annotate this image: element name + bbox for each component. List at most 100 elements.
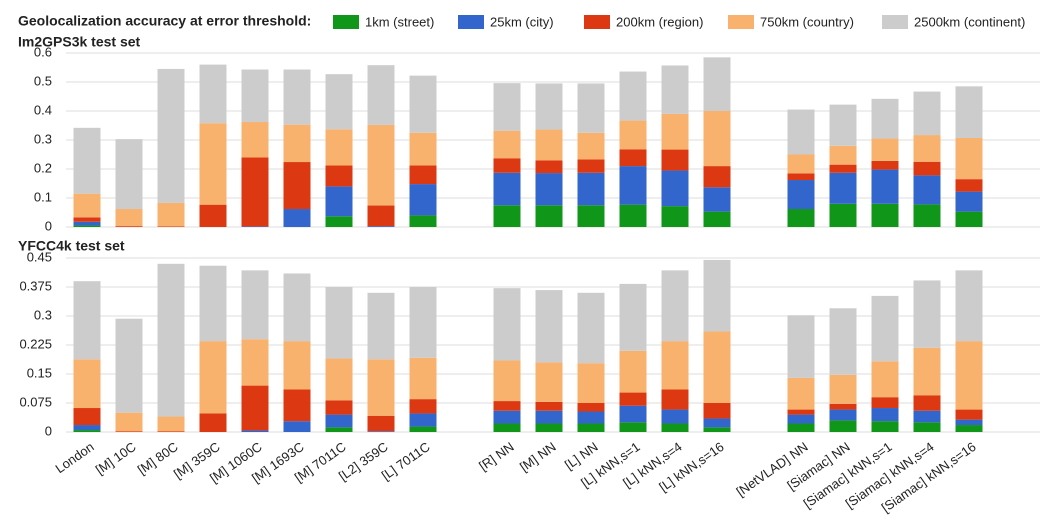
bar-segment <box>493 401 521 411</box>
bar-segment <box>871 295 899 362</box>
bar-segment <box>241 226 269 227</box>
legend-swatch <box>882 15 908 29</box>
bar-segment <box>955 409 983 420</box>
bar-segment <box>409 357 437 400</box>
bar-segment <box>703 111 731 167</box>
legend-swatch <box>728 15 754 29</box>
legend-label: 2500km (continent) <box>914 14 1025 29</box>
bar-segment <box>367 415 395 432</box>
y-tick-label: 0.4 <box>34 102 52 117</box>
bar-segment <box>829 203 857 227</box>
bar-segment <box>73 408 101 426</box>
bar-segment <box>409 184 437 216</box>
bar-segment <box>73 217 101 222</box>
bar-segment <box>493 288 521 361</box>
bar-segment <box>493 410 521 424</box>
bar-segment <box>283 209 311 227</box>
legend-label: 25km (city) <box>490 14 554 29</box>
legend-label: 1km (street) <box>365 14 434 29</box>
bar-segment <box>283 162 311 210</box>
bar-segment <box>73 193 101 218</box>
bar-segment <box>367 292 395 360</box>
bar-segment <box>703 57 731 111</box>
bar-segment <box>409 426 437 432</box>
bar-segment <box>619 422 647 432</box>
bar-segment <box>619 405 647 423</box>
bar-segment <box>535 205 563 227</box>
y-tick-label: 0.45 <box>27 249 52 264</box>
bar-segment <box>661 65 689 114</box>
bar-segment <box>955 425 983 432</box>
bar-segment <box>913 175 941 205</box>
bar-segment <box>829 374 857 404</box>
bar-segment <box>871 408 899 422</box>
bar-segment <box>535 401 563 411</box>
bar-segment <box>115 209 143 227</box>
bar-segment <box>115 431 143 432</box>
bar-segment <box>241 385 269 431</box>
bar-segment <box>577 403 605 412</box>
bar-segment <box>367 359 395 416</box>
bar-segment <box>661 113 689 150</box>
bar-segment <box>283 341 311 390</box>
bar-segment <box>871 160 899 170</box>
bar-segment <box>199 123 227 205</box>
bar-segment <box>577 411 605 424</box>
bar-segment <box>493 158 521 173</box>
legend-swatch <box>333 15 359 29</box>
y-tick-label: 0.225 <box>19 336 52 351</box>
bar-segment <box>199 341 227 414</box>
bar-segment <box>661 423 689 432</box>
bar-segment <box>241 339 269 386</box>
bar-segment <box>787 109 815 155</box>
y-tick-label: 0.3 <box>34 307 52 322</box>
bar-segment <box>325 216 353 227</box>
bar-segment <box>829 145 857 165</box>
bar-segment <box>619 392 647 406</box>
bar-segment <box>493 130 521 159</box>
bar-segment <box>409 287 437 358</box>
bar-segment <box>493 205 521 227</box>
x-tick-label: [NetVLAD] NN <box>733 439 810 499</box>
bar-segment <box>787 154 815 174</box>
bar-segment <box>661 170 689 207</box>
bar-segment <box>241 157 269 227</box>
bar-segment <box>409 399 437 414</box>
bar-segment <box>619 350 647 393</box>
bar-segment <box>913 422 941 432</box>
bar-segment <box>787 377 815 410</box>
bar-segment <box>367 65 395 125</box>
bar-segment <box>115 412 143 432</box>
bar-segment <box>661 206 689 227</box>
bar-segment <box>703 418 731 428</box>
bar-segment <box>493 360 521 402</box>
legend-swatch <box>458 15 484 29</box>
y-tick-label: 0.5 <box>34 73 52 88</box>
bar-segment <box>577 83 605 133</box>
bar-segment <box>871 421 899 432</box>
bar-segment <box>829 164 857 173</box>
y-tick-label: 0 <box>45 218 52 233</box>
bar-segment <box>703 427 731 432</box>
bar-segment <box>535 83 563 130</box>
bar-segment <box>115 139 143 210</box>
bar-segment <box>283 421 311 432</box>
bar-segment <box>787 209 815 227</box>
bar-segment <box>73 281 101 360</box>
bar-segment <box>241 270 269 340</box>
bar-segment <box>871 138 899 161</box>
bar-segment <box>409 413 437 427</box>
bar-segment <box>871 169 899 204</box>
bar-segment <box>73 221 101 226</box>
x-tick-label: [L] 7011C <box>379 439 433 483</box>
bar-segment <box>283 69 311 125</box>
bar-segment <box>913 280 941 348</box>
bar-segment <box>829 403 857 410</box>
bar-segment <box>535 173 563 206</box>
bar-segment <box>829 308 857 375</box>
bar-segment <box>913 135 941 162</box>
bar-segment <box>703 259 731 332</box>
x-tick-label: [M] 10C <box>93 439 139 477</box>
bar-segment <box>325 165 353 187</box>
